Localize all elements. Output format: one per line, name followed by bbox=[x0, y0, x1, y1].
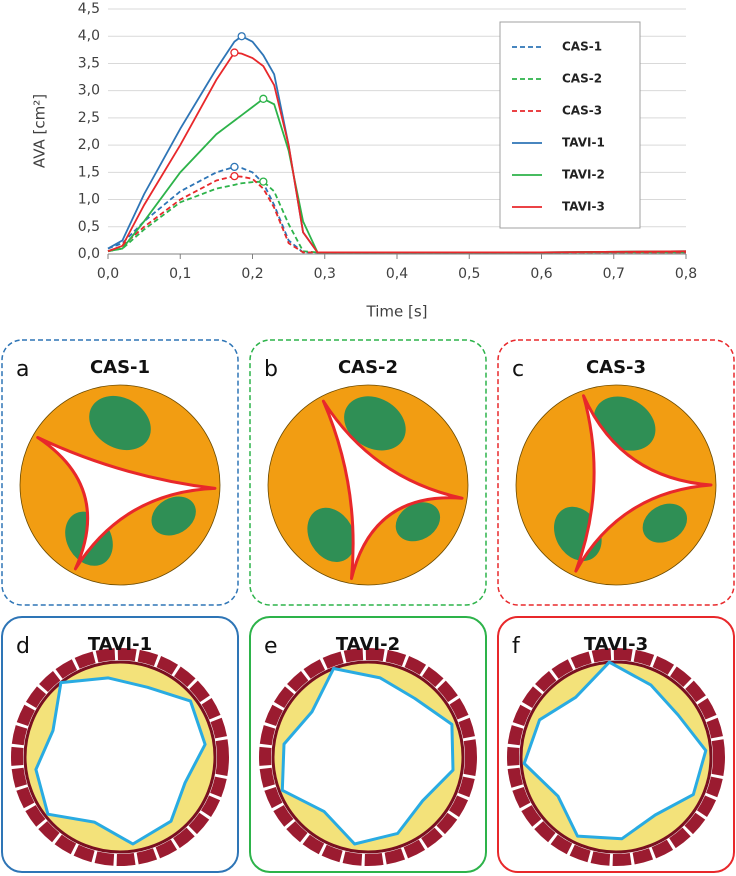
leaflet-patch bbox=[344, 396, 406, 451]
peak-marker bbox=[259, 94, 268, 103]
orifice bbox=[34, 676, 207, 846]
panel: f TAVI-3 bbox=[497, 616, 735, 873]
stent-ring bbox=[259, 648, 477, 866]
legend-label: TAVI-3 bbox=[562, 200, 605, 214]
y-tick-label: 1,5 bbox=[78, 164, 100, 180]
panel-title: TAVI-3 bbox=[584, 634, 648, 655]
x-tick-label: 0,3 bbox=[314, 266, 336, 282]
orifice bbox=[36, 436, 217, 571]
panel-letter: d bbox=[16, 634, 30, 659]
y-tick-label: 0,0 bbox=[78, 246, 100, 262]
legend-label: CAS-3 bbox=[562, 104, 602, 118]
x-tick-label: 0,2 bbox=[241, 266, 263, 282]
y-tick-label: 2,5 bbox=[78, 110, 100, 126]
panel-title: CAS-3 bbox=[586, 357, 646, 378]
panel-letter: a bbox=[16, 357, 29, 382]
panel: a CAS-1 bbox=[1, 339, 239, 606]
panel: c CAS-3 bbox=[497, 339, 735, 606]
panel-title: TAVI-2 bbox=[336, 634, 400, 655]
series-line bbox=[107, 180, 686, 254]
x-tick-label: 0,4 bbox=[386, 266, 408, 282]
y-tick-label: 4,5 bbox=[78, 1, 100, 17]
leaflet-patch bbox=[642, 503, 688, 543]
legend-label: CAS-2 bbox=[562, 72, 602, 86]
y-tick-label: 2,0 bbox=[78, 137, 100, 153]
x-tick-label: 0,7 bbox=[603, 266, 625, 282]
legend-box bbox=[499, 21, 641, 229]
panel-title: CAS-1 bbox=[90, 357, 150, 378]
orifice bbox=[574, 394, 713, 573]
stent-ring bbox=[11, 648, 229, 866]
panel-letter: c bbox=[512, 357, 524, 382]
panel: e TAVI-2 bbox=[249, 616, 487, 873]
peak-marker bbox=[230, 171, 239, 181]
panel-letter: b bbox=[264, 357, 278, 382]
panel-letter: e bbox=[264, 634, 278, 659]
x-tick-label: 0,8 bbox=[675, 266, 697, 282]
orifice bbox=[280, 667, 455, 846]
peak-marker bbox=[259, 177, 268, 186]
orifice bbox=[522, 660, 708, 841]
panel: d TAVI-1 bbox=[1, 616, 239, 873]
leaflet-patch bbox=[151, 496, 196, 536]
stent-ring bbox=[507, 648, 725, 866]
y-tick-label: 3,0 bbox=[78, 83, 100, 99]
y-axis-title: AVA [cm²] bbox=[31, 94, 49, 168]
x-tick-label: 0,0 bbox=[97, 266, 119, 282]
x-axis-title: Time [s] bbox=[366, 303, 428, 321]
panel-title: TAVI-1 bbox=[88, 634, 152, 655]
panel-letter: f bbox=[512, 634, 521, 659]
orifice bbox=[321, 399, 464, 581]
peak-marker bbox=[230, 162, 239, 172]
peak-marker bbox=[230, 48, 239, 57]
legend-label: CAS-1 bbox=[562, 40, 602, 54]
panel-title: CAS-2 bbox=[338, 357, 398, 378]
series-line bbox=[107, 51, 687, 254]
leaflet-patch bbox=[89, 395, 151, 451]
y-tick-label: 3,5 bbox=[78, 55, 100, 71]
peak-marker bbox=[237, 32, 246, 41]
x-tick-label: 0,6 bbox=[530, 266, 552, 282]
y-tick-label: 0,5 bbox=[78, 219, 100, 235]
legend-label: TAVI-1 bbox=[562, 136, 605, 150]
leaflet-patch bbox=[307, 507, 356, 563]
y-tick-label: 4,0 bbox=[78, 28, 100, 44]
x-tick-label: 0,1 bbox=[169, 266, 191, 282]
legend-label: TAVI-2 bbox=[562, 168, 605, 182]
x-tick-label: 0,5 bbox=[458, 266, 480, 282]
y-tick-label: 1,0 bbox=[78, 192, 100, 208]
leaflet-patch bbox=[395, 502, 441, 542]
panel: b CAS-2 bbox=[249, 339, 487, 606]
